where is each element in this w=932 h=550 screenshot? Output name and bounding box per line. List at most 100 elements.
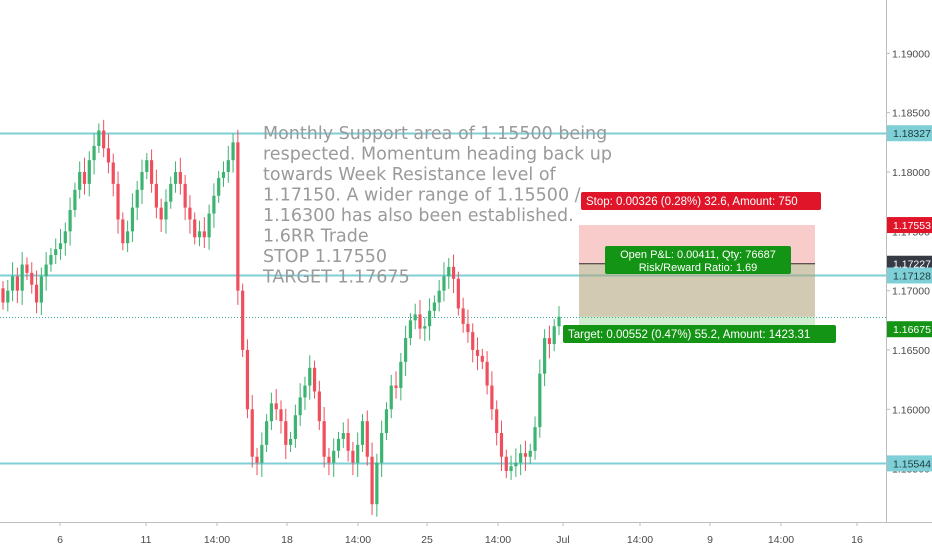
candle-body	[413, 314, 417, 321]
price-tick-label: 1.18500	[892, 108, 930, 120]
price-badge	[887, 267, 932, 284]
candle	[92, 133, 96, 175]
stop-label-box	[581, 192, 821, 210]
candle	[442, 262, 446, 302]
candle-body	[461, 308, 465, 324]
candle-body	[130, 207, 135, 232]
candle	[178, 157, 182, 195]
candle	[466, 309, 470, 343]
candle-body	[284, 421, 288, 445]
candle	[413, 303, 417, 330]
candle	[116, 171, 120, 234]
candle	[514, 448, 518, 477]
candle	[384, 402, 389, 441]
candle-body	[265, 421, 269, 445]
candle-body	[332, 450, 336, 463]
candle	[250, 395, 254, 468]
candle	[169, 176, 173, 209]
candle-body	[456, 278, 460, 309]
candle-body	[356, 444, 360, 463]
candle	[509, 455, 513, 480]
candle-body	[193, 219, 197, 238]
candle-body	[514, 462, 518, 467]
candle	[288, 431, 293, 453]
candle-body	[154, 183, 158, 208]
price-tick-label: 1.18000	[892, 167, 930, 179]
candle-body	[116, 183, 120, 220]
candle-body	[92, 145, 96, 161]
candle	[269, 392, 274, 431]
annotation-line: respected. Momentum heading back up	[263, 145, 612, 165]
candle-body	[404, 338, 408, 362]
annotation-line: 1.17150. A wider range of 1.15500 /	[263, 186, 581, 206]
candle	[106, 134, 111, 174]
risk-reward-label: Risk/Reward Ratio: 1.69	[639, 262, 758, 274]
candle	[241, 283, 245, 358]
candle-body	[221, 172, 226, 178]
candle	[485, 351, 489, 395]
candle-body	[427, 310, 432, 327]
candle-body	[423, 326, 427, 329]
candle	[557, 306, 561, 336]
candle-body	[504, 456, 508, 471]
candle	[528, 443, 532, 464]
price-tick-label: 1.19000	[892, 48, 930, 60]
time-tick-label: 14:00	[485, 534, 511, 546]
candle-body	[236, 142, 240, 291]
candle-body	[245, 349, 250, 410]
candle	[34, 270, 39, 314]
candle-body	[432, 302, 436, 311]
candle	[82, 157, 87, 195]
candle	[394, 371, 398, 399]
candle-body	[509, 466, 513, 471]
candle-body	[15, 276, 19, 291]
candle-body	[202, 231, 206, 238]
candle	[538, 359, 542, 438]
candle-body	[375, 462, 379, 505]
time-axis[interactable]: 6 11 14:00 18 14:00 25 14:00 Jul 14:00 9 14:00 16	[57, 522, 863, 546]
candle-body	[336, 438, 341, 451]
candle-body	[389, 385, 393, 410]
candle	[145, 153, 149, 180]
candle-body	[557, 316, 561, 327]
candle-body	[39, 276, 43, 303]
price-badge-label: 1.18327	[893, 128, 931, 140]
candle-body	[44, 264, 48, 277]
candle-body	[451, 266, 456, 279]
candle	[523, 440, 528, 471]
candle	[317, 380, 321, 431]
price-badge	[887, 321, 932, 338]
candle-body	[298, 397, 302, 416]
time-tick-label: 14:00	[345, 534, 371, 546]
candle-body	[288, 438, 293, 445]
candle	[365, 410, 369, 466]
candle-body	[475, 349, 480, 356]
candle-body	[25, 264, 29, 273]
price-tick-label: 1.16000	[892, 404, 930, 416]
candle-body	[106, 148, 111, 163]
candle-body	[255, 456, 259, 463]
candle-body	[274, 403, 278, 410]
time-tick-label: 11	[141, 534, 152, 546]
price-axis[interactable]: 1.190001.185001.180001.175001.170001.165…	[886, 48, 930, 476]
candle	[293, 404, 297, 448]
trade-annotation[interactable]: Monthly Support area of 1.15500 being res…	[262, 124, 612, 288]
candle-body	[241, 290, 245, 350]
candle-body	[54, 249, 58, 256]
candle-body	[322, 421, 326, 457]
candle	[336, 431, 341, 458]
support-resistance-levels	[0, 132, 886, 465]
candle-body	[547, 338, 552, 345]
candle	[212, 183, 216, 228]
candle-body	[63, 231, 67, 244]
candle-body	[164, 201, 168, 220]
candle-body	[495, 409, 499, 434]
price-tick-label: 1.16500	[892, 345, 930, 357]
candle	[274, 389, 278, 420]
annotation-line: TARGET 1.17675	[262, 268, 410, 288]
candle	[519, 444, 523, 476]
candle	[87, 151, 91, 197]
candle-body	[207, 213, 211, 238]
candle-body	[327, 456, 331, 463]
candle-body	[346, 433, 350, 451]
